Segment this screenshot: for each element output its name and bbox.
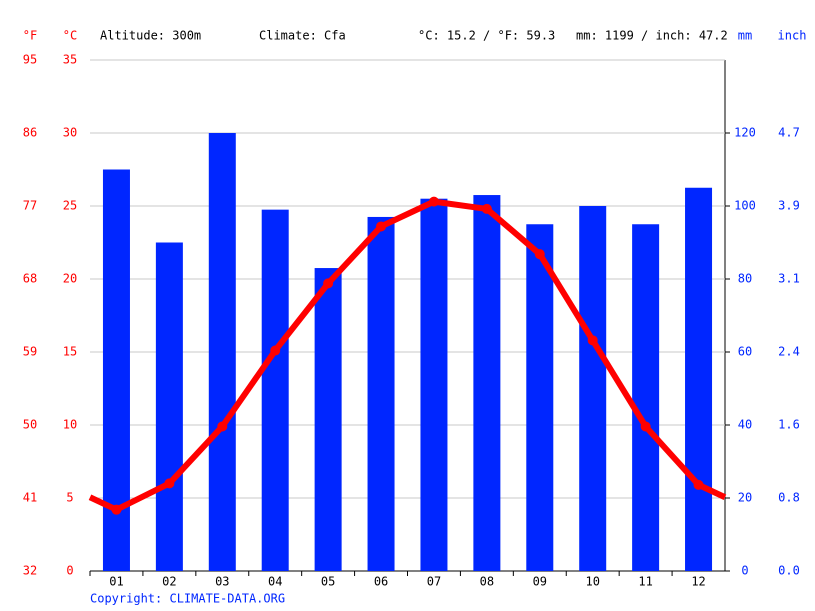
inch-tick-label: 2.4 xyxy=(778,345,800,359)
mm-tick-label: 60 xyxy=(738,345,752,359)
c-tick-label: 35 xyxy=(63,53,77,67)
f-tick-label: 41 xyxy=(23,491,37,505)
inch-tick-label: 0.0 xyxy=(778,564,800,578)
x-tick-label: 04 xyxy=(268,575,282,589)
c-tick-label: 10 xyxy=(63,418,77,432)
bar xyxy=(473,195,501,572)
inch-tick-label: 4.7 xyxy=(778,126,800,140)
bar xyxy=(685,187,713,571)
temp-point xyxy=(217,421,228,432)
inch-tick-label: 3.1 xyxy=(778,271,800,285)
bar xyxy=(579,206,607,571)
x-tick-label: 08 xyxy=(480,575,494,589)
temp-point xyxy=(111,504,122,515)
temp-point xyxy=(534,249,545,260)
mm-tick-label: 100 xyxy=(734,199,756,213)
c-tick-label: 5 xyxy=(66,491,73,505)
temp-point xyxy=(693,479,704,490)
bar xyxy=(526,224,554,571)
mm-tick-label: 80 xyxy=(738,272,752,286)
bar xyxy=(155,242,183,571)
mm-unit: mm xyxy=(738,29,752,43)
x-tick-label: 07 xyxy=(427,575,441,589)
temp-point xyxy=(270,345,281,356)
temp-point xyxy=(640,421,651,432)
altitude: Altitude: 300m xyxy=(100,29,201,43)
temp-point xyxy=(376,221,387,232)
temp-point xyxy=(164,478,175,489)
temp-point xyxy=(323,278,334,289)
f-unit: °F xyxy=(23,29,37,43)
x-tick-label: 01 xyxy=(109,575,123,589)
x-tick-label: 03 xyxy=(215,575,229,589)
total-precip: mm: 1199 / inch: 47.2 xyxy=(576,29,728,43)
copyright: Copyright: CLIMATE-DATA.ORG xyxy=(90,592,285,606)
x-tick-label: 10 xyxy=(585,575,599,589)
x-tick-label: 09 xyxy=(533,575,547,589)
mm-tick-label: 0 xyxy=(741,564,748,578)
f-tick-label: 86 xyxy=(23,126,37,140)
temp-point xyxy=(481,203,492,214)
x-tick-label: 12 xyxy=(691,575,705,589)
f-tick-label: 95 xyxy=(23,53,37,67)
mm-tick-label: 120 xyxy=(734,126,756,140)
c-tick-label: 0 xyxy=(66,564,73,578)
f-tick-label: 77 xyxy=(23,199,37,213)
c-tick-label: 20 xyxy=(63,272,77,286)
inch-tick-label: 0.8 xyxy=(778,491,800,505)
x-tick-label: 06 xyxy=(374,575,388,589)
inch-tick-label: 3.9 xyxy=(778,199,800,213)
bar xyxy=(208,133,236,571)
mm-tick-label: 20 xyxy=(738,491,752,505)
climate: Climate: Cfa xyxy=(259,29,346,43)
temp-point xyxy=(428,196,439,207)
mm-tick-label: 40 xyxy=(738,418,752,432)
f-tick-label: 68 xyxy=(23,272,37,286)
temp-point xyxy=(587,335,598,346)
bar xyxy=(367,216,395,571)
bar xyxy=(314,268,342,571)
x-tick-label: 02 xyxy=(162,575,176,589)
f-tick-label: 32 xyxy=(23,564,37,578)
c-tick-label: 25 xyxy=(63,199,77,213)
inch-tick-label: 1.6 xyxy=(778,417,800,431)
x-tick-label: 11 xyxy=(638,575,652,589)
x-tick-label: 05 xyxy=(321,575,335,589)
bar xyxy=(420,198,448,571)
inch-unit: inch xyxy=(778,29,807,43)
c-tick-label: 30 xyxy=(63,126,77,140)
f-tick-label: 59 xyxy=(23,345,37,359)
c-unit: °C xyxy=(63,29,77,43)
f-tick-label: 50 xyxy=(23,418,37,432)
c-tick-label: 15 xyxy=(63,345,77,359)
mean-temp: °C: 15.2 / °F: 59.3 xyxy=(418,29,555,43)
bar xyxy=(261,209,289,571)
temp-line xyxy=(115,198,701,513)
bar xyxy=(632,224,660,571)
